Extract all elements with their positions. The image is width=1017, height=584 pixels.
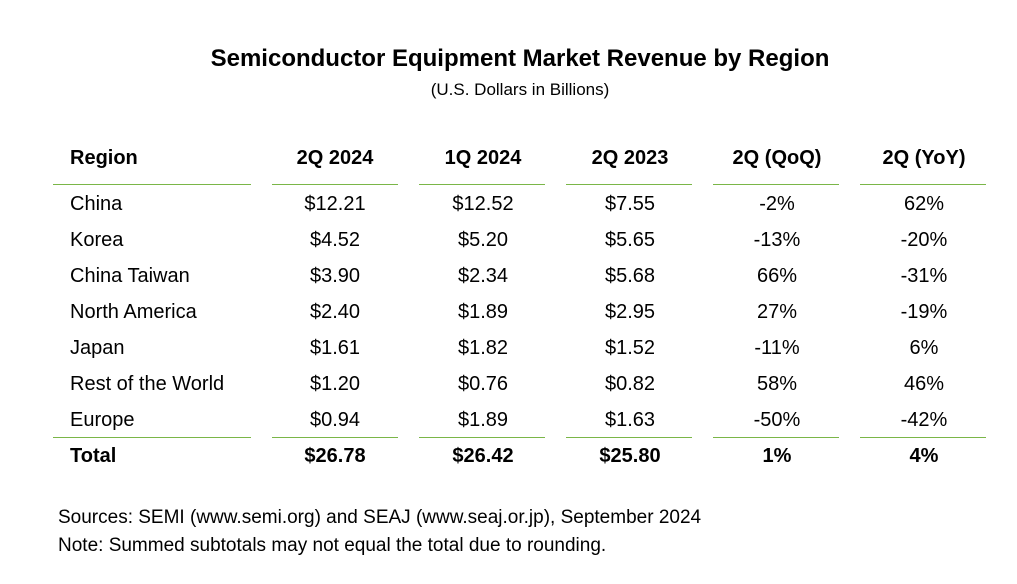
row-rest-of-the-world-2q-2023: $0.82 [604, 373, 656, 395]
total-rule-5 [860, 437, 986, 438]
row-total-2q-2023: $25.80 [599, 445, 661, 467]
row-north-america-region: North America [70, 301, 197, 323]
header-2q-2024: 2Q 2024 [296, 147, 374, 169]
row-japan-yoy: 6% [909, 337, 939, 359]
row-total-qoq: 1% [762, 445, 792, 467]
header-yoy: 2Q (YoY) [882, 147, 966, 169]
row-china-taiwan-2q-2024: $3.90 [309, 265, 361, 287]
row-china-taiwan-2q-2023: $5.68 [604, 265, 656, 287]
row-japan-region: Japan [70, 337, 125, 359]
header-1q-2024: 1Q 2024 [444, 147, 522, 169]
row-rest-of-the-world-2q-2024: $1.20 [309, 373, 361, 395]
row-rest-of-the-world-qoq: 58% [756, 373, 798, 395]
row-korea-region: Korea [70, 229, 124, 251]
row-japan-1q-2024: $1.82 [457, 337, 509, 359]
chart-subtitle: (U.S. Dollars in Billions) [430, 80, 610, 99]
row-europe-yoy: -42% [900, 409, 948, 431]
row-north-america-yoy: -19% [900, 301, 948, 323]
row-europe-2q-2023: $1.63 [604, 409, 656, 431]
header-qoq: 2Q (QoQ) [732, 147, 822, 169]
row-china-taiwan-yoy: -31% [900, 265, 948, 287]
row-europe-1q-2024: $1.89 [457, 409, 509, 431]
row-total-region: Total [70, 445, 117, 467]
row-korea-qoq: -13% [753, 229, 801, 251]
header-region: Region [70, 147, 138, 169]
row-north-america-qoq: 27% [756, 301, 798, 323]
row-north-america-2q-2024: $2.40 [309, 301, 361, 323]
row-europe-region: Europe [70, 409, 135, 431]
row-north-america-2q-2023: $2.95 [604, 301, 656, 323]
total-rule-0 [53, 437, 251, 438]
header-2q-2023: 2Q 2023 [591, 147, 669, 169]
row-japan-2q-2024: $1.61 [309, 337, 361, 359]
row-rest-of-the-world-1q-2024: $0.76 [457, 373, 509, 395]
sources-note: Sources: SEMI (www.semi.org) and SEAJ (w… [58, 507, 702, 528]
total-rule-1 [272, 437, 398, 438]
row-china-1q-2024: $12.52 [452, 193, 514, 215]
row-korea-yoy: -20% [900, 229, 948, 251]
row-total-1q-2024: $26.42 [452, 445, 514, 467]
row-china-yoy: 62% [903, 193, 945, 215]
header-rule-2 [419, 184, 545, 185]
header-rule-5 [860, 184, 986, 185]
total-rule-2 [419, 437, 545, 438]
row-japan-2q-2023: $1.52 [604, 337, 656, 359]
row-china-taiwan-qoq: 66% [756, 265, 798, 287]
row-total-2q-2024: $26.78 [304, 445, 366, 467]
row-china-taiwan-region: China Taiwan [70, 265, 190, 287]
row-china-2q-2023: $7.55 [604, 193, 656, 215]
header-rule-4 [713, 184, 839, 185]
row-china-2q-2024: $12.21 [304, 193, 366, 215]
row-europe-qoq: -50% [753, 409, 801, 431]
row-rest-of-the-world-region: Rest of the World [70, 373, 225, 395]
row-north-america-1q-2024: $1.89 [457, 301, 509, 323]
header-rule-0 [53, 184, 251, 185]
total-rule-3 [566, 437, 692, 438]
row-china-qoq: -2% [759, 193, 795, 215]
row-rest-of-the-world-yoy: 46% [903, 373, 945, 395]
rounding-note: Note: Summed subtotals may not equal the… [58, 535, 607, 556]
row-china-region: China [70, 193, 123, 215]
row-europe-2q-2024: $0.94 [309, 409, 361, 431]
row-japan-qoq: -11% [754, 337, 800, 359]
header-rule-3 [566, 184, 692, 185]
row-korea-2q-2023: $5.65 [604, 229, 656, 251]
chart-title: Semiconductor Equipment Market Revenue b… [210, 45, 830, 72]
row-total-yoy: 4% [909, 445, 939, 467]
row-china-taiwan-1q-2024: $2.34 [457, 265, 509, 287]
total-rule-4 [713, 437, 839, 438]
row-korea-2q-2024: $4.52 [309, 229, 361, 251]
header-rule-1 [272, 184, 398, 185]
row-korea-1q-2024: $5.20 [457, 229, 509, 251]
